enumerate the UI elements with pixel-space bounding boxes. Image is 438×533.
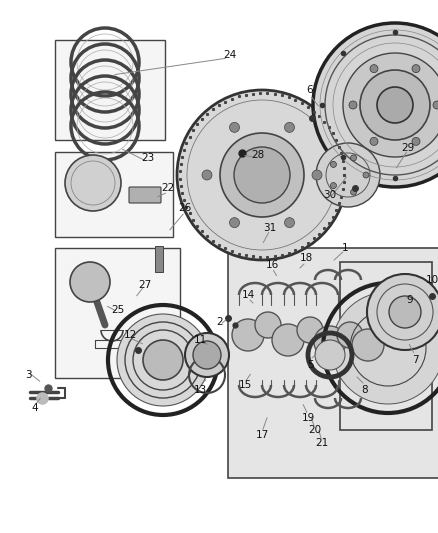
Text: 1: 1 [342,243,348,253]
Text: 8: 8 [362,385,368,395]
Circle shape [316,143,380,207]
Text: 3: 3 [25,370,31,380]
Bar [155,246,163,272]
Text: 20: 20 [308,425,321,435]
Text: 18: 18 [300,253,313,263]
Text: 22: 22 [161,183,175,193]
Bar [340,262,432,430]
Bar [55,248,180,378]
Text: 25: 25 [111,305,125,315]
Circle shape [65,155,121,211]
Text: 7: 7 [412,355,418,365]
Circle shape [312,170,322,180]
Text: 29: 29 [401,143,415,153]
Circle shape [193,341,221,369]
Circle shape [255,312,281,338]
Circle shape [232,319,264,351]
Circle shape [330,161,336,167]
Circle shape [332,292,438,404]
Text: 30: 30 [323,190,336,200]
Circle shape [330,183,336,189]
Text: 21: 21 [315,438,328,448]
Text: 14: 14 [241,290,254,300]
Text: 13: 13 [193,385,207,395]
Circle shape [370,64,378,72]
Circle shape [433,101,438,109]
Text: 17: 17 [255,430,268,440]
Circle shape [350,189,357,195]
Circle shape [220,133,304,217]
Text: 24: 24 [223,50,237,60]
Circle shape [370,138,378,146]
Text: 6: 6 [307,85,313,95]
Circle shape [377,87,413,123]
Circle shape [185,333,229,377]
Bar [55,152,173,237]
Circle shape [177,90,347,260]
Circle shape [230,217,240,228]
Circle shape [202,170,212,180]
Circle shape [272,324,304,356]
FancyBboxPatch shape [129,187,161,203]
Text: 19: 19 [301,413,314,423]
Text: 31: 31 [263,223,277,233]
Text: 10: 10 [425,275,438,285]
Text: 9: 9 [407,295,413,305]
Text: 16: 16 [265,260,279,270]
Circle shape [360,70,430,140]
Circle shape [352,329,384,361]
Circle shape [349,101,357,109]
Text: 28: 28 [251,150,265,160]
Circle shape [297,317,323,343]
Circle shape [285,217,294,228]
Text: 5: 5 [307,360,313,370]
Bar [55,40,165,140]
Circle shape [314,326,346,358]
Text: 23: 23 [141,153,155,163]
Circle shape [234,147,290,203]
Circle shape [367,274,438,350]
Text: 11: 11 [193,335,207,345]
Text: 27: 27 [138,280,152,290]
Text: 4: 4 [32,403,38,413]
Text: 12: 12 [124,330,137,340]
Circle shape [412,64,420,72]
Circle shape [363,172,369,178]
Circle shape [313,23,438,187]
Circle shape [412,138,420,146]
Circle shape [343,53,438,157]
Circle shape [337,322,363,348]
Circle shape [230,123,240,132]
Circle shape [143,340,183,380]
Circle shape [70,262,110,302]
Text: 2: 2 [217,317,223,327]
Bar [228,248,438,478]
Circle shape [315,340,345,370]
Circle shape [285,123,294,132]
Text: 15: 15 [238,380,251,390]
Circle shape [117,314,209,406]
Circle shape [389,296,421,328]
Circle shape [350,155,357,161]
Text: 26: 26 [178,203,192,213]
